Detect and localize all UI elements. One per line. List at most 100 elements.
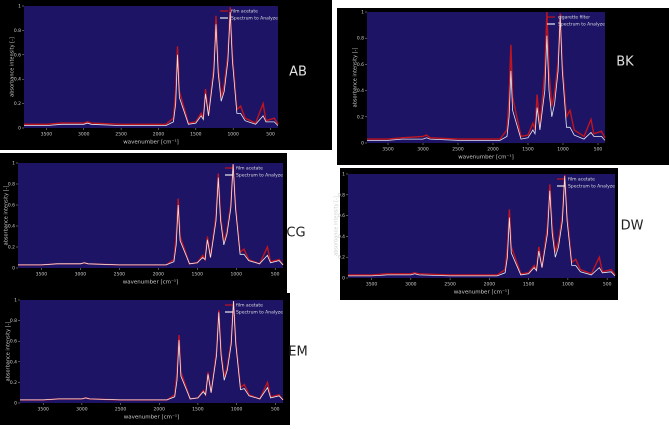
x-tick-label: 2000	[153, 272, 165, 278]
y-tick-label: 0.8	[8, 182, 15, 188]
y-tick-label: 0.6	[10, 339, 17, 345]
y-tick-label: 1	[18, 4, 21, 10]
x-tick-label: 2000	[484, 282, 496, 288]
y-tick-label: 0.6	[357, 62, 364, 68]
spectrum-line	[367, 11, 606, 140]
x-tick-label: 3500	[382, 147, 394, 153]
y-tick-label: 0.6	[338, 213, 345, 219]
y-tick-label: 1	[361, 10, 364, 16]
y-tick-label: 0.8	[357, 36, 364, 42]
y-tick-label: 0.4	[10, 359, 17, 365]
plot-area	[20, 300, 283, 403]
y-tick-label: 0	[361, 141, 364, 147]
y-tick-label: 0.2	[357, 114, 364, 120]
legend-label: film acetate	[236, 303, 263, 309]
x-tick-label: 1500	[192, 407, 204, 413]
panel-label: BK	[616, 55, 634, 70]
plot-area	[367, 12, 605, 143]
legend-label: cigarette filter	[558, 15, 590, 21]
y-tick-label: 0.6	[8, 203, 15, 209]
x-tick-label: 3000	[76, 407, 88, 413]
spectrum-line	[18, 164, 284, 266]
x-tick-label: 1500	[192, 272, 204, 278]
y-tick-label: 0.4	[14, 77, 21, 83]
legend-label: Spectrum to Analyze	[236, 310, 283, 316]
x-tick-label: 500	[271, 407, 280, 413]
panel-label: EM	[288, 345, 307, 360]
x-axis-label: wavenumber [cm⁻¹]	[454, 289, 510, 296]
y-axis-label: absorbance intensity [-]	[4, 186, 10, 246]
x-tick-label: 3000	[405, 282, 417, 288]
y-tick-label: 0.2	[338, 255, 345, 261]
spectrum-line	[24, 12, 279, 126]
x-tick-label: 2000	[487, 147, 499, 153]
spectrum-line	[367, 15, 606, 141]
legend-label: film acetate	[236, 166, 263, 172]
x-axis-label: wavenumber [cm⁻¹]	[458, 154, 514, 161]
x-tick-label: 2000	[154, 407, 166, 413]
y-tick-label: 0.4	[8, 224, 15, 230]
y-tick-label: 0.2	[8, 245, 15, 251]
legend-label: film acetate	[231, 9, 258, 15]
y-tick-label: 0.8	[338, 192, 345, 198]
legend-label: Spectrum to Analyze	[236, 173, 283, 179]
x-axis-label: wavenumber [cm⁻¹]	[123, 139, 179, 146]
x-tick-label: 1000	[557, 147, 569, 153]
y-tick-label: 0	[342, 276, 345, 282]
x-axis-label: wavenumber [cm⁻¹]	[123, 279, 179, 286]
x-tick-label: 1500	[523, 282, 535, 288]
y-tick-label: 1	[14, 298, 17, 304]
x-tick-label: 500	[603, 282, 612, 288]
y-tick-label: 0	[12, 266, 15, 272]
legend-label: film acetate	[568, 177, 595, 183]
y-tick-label: 1	[342, 172, 345, 178]
x-tick-label: 2500	[115, 407, 127, 413]
x-tick-label: 1000	[227, 132, 239, 138]
spectrum-line	[20, 300, 284, 401]
y-tick-label: 0.8	[14, 28, 21, 34]
y-tick-label: 1	[12, 161, 15, 167]
y-tick-label: 0.6	[14, 52, 21, 58]
x-tick-label: 3000	[417, 147, 429, 153]
y-tick-label: 0.4	[357, 88, 364, 94]
y-axis-label: absorbance intensity [-]	[353, 48, 359, 108]
x-tick-label: 1500	[522, 147, 534, 153]
x-tick-label: 3500	[36, 272, 48, 278]
x-tick-label: 3500	[41, 132, 53, 138]
x-axis-label: wavenumber [cm⁻¹]	[124, 414, 180, 421]
x-tick-label: 2000	[153, 132, 165, 138]
x-tick-label: 2500	[444, 282, 456, 288]
y-axis-label: absorbance intensity [-]	[6, 322, 12, 382]
plot-area	[24, 6, 278, 128]
y-tick-label: 0.8	[10, 318, 17, 324]
panel-label: CG	[286, 226, 305, 241]
panel-label: DW	[621, 219, 644, 234]
x-tick-label: 3000	[75, 272, 87, 278]
x-tick-label: 500	[271, 272, 280, 278]
y-axis-label: absorbance intensity [-]	[10, 37, 16, 97]
plot-area	[348, 174, 615, 278]
spectrum-line	[24, 7, 279, 125]
x-tick-label: 3500	[366, 282, 378, 288]
y-tick-label: 0	[14, 401, 17, 407]
y-tick-label: 0	[18, 126, 21, 132]
y-tick-label: 0.2	[10, 380, 17, 386]
x-tick-label: 3000	[78, 132, 90, 138]
x-tick-label: 1000	[562, 282, 574, 288]
legend-label: Spectrum to Analyze	[568, 184, 615, 190]
y-axis-label: absorbance intensity [-]	[334, 196, 340, 256]
x-tick-label: 500	[266, 132, 275, 138]
spectrum-line	[348, 174, 616, 276]
plot-area	[18, 163, 283, 268]
x-tick-label: 2500	[452, 147, 464, 153]
x-tick-label: 2500	[115, 132, 127, 138]
panel-label: AB	[289, 65, 307, 80]
spectrum-line	[348, 176, 616, 277]
x-tick-label: 3500	[37, 407, 49, 413]
y-tick-label: 0.4	[338, 234, 345, 240]
x-tick-label: 500	[594, 147, 603, 153]
x-tick-label: 1000	[231, 407, 243, 413]
x-tick-label: 1500	[190, 132, 202, 138]
x-tick-label: 1000	[231, 272, 243, 278]
